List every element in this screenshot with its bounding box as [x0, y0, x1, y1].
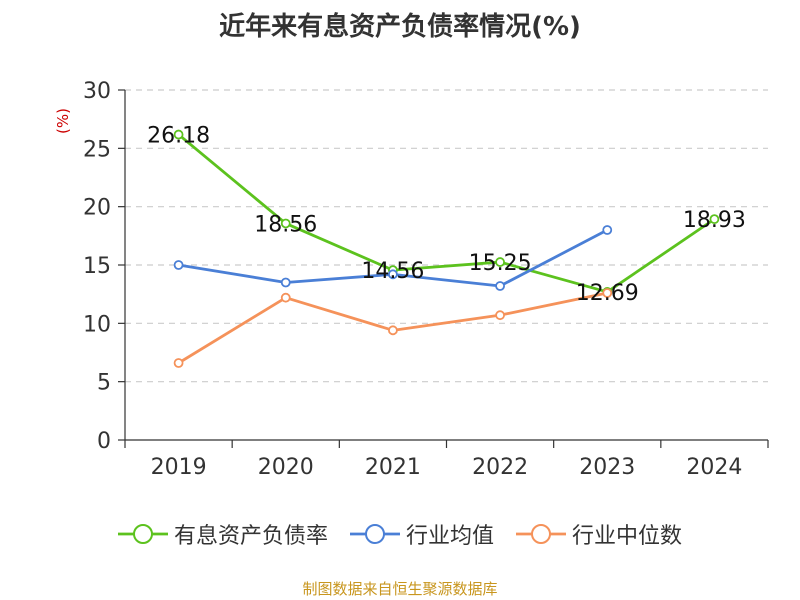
- data-point: [709, 214, 720, 225]
- data-point: [602, 225, 613, 235]
- legend-marker-icon: [117, 524, 168, 544]
- y-tick-label: 25: [83, 137, 111, 162]
- x-tick-label: 2019: [151, 455, 207, 480]
- y-tick-label: 30: [83, 79, 111, 104]
- chart-title: 近年来有息资产负债率情况(%): [219, 12, 581, 42]
- data-label: 15.25: [469, 251, 532, 276]
- y-tick-label: 10: [83, 312, 111, 337]
- data-point: [280, 218, 291, 229]
- legend-label: 有息资产负债率: [173, 524, 328, 549]
- data-label: 18.93: [683, 208, 746, 233]
- legend-item[interactable]: 行业中位数: [516, 518, 682, 550]
- legend-marker-icon: [516, 524, 566, 544]
- x-tick-label: 2021: [365, 455, 421, 480]
- data-point: [495, 257, 505, 267]
- data-point: [173, 358, 184, 368]
- data-point: [388, 269, 398, 280]
- data-point: [280, 292, 291, 303]
- legend-label: 行业均值: [405, 524, 494, 549]
- data-label: 26.18: [147, 124, 210, 149]
- axes: 0 5 10 15 20 25 30 2019 2020 2021 2022 2023 2024: [83, 79, 769, 480]
- series-lines: [173, 129, 720, 368]
- series-3: [173, 288, 613, 368]
- x-tick-label: 2023: [579, 455, 635, 480]
- data-point: [495, 310, 505, 321]
- y-tick-label: 0: [97, 429, 111, 454]
- legend-marker-icon: [349, 524, 400, 544]
- series-2: [173, 225, 613, 291]
- x-tick-label: 2020: [258, 455, 314, 480]
- data-point: [388, 325, 398, 336]
- legend: 有息资产负债率 行业均值 行业中位数: [0, 518, 800, 550]
- x-tick-label: 2024: [686, 455, 742, 480]
- data-point: [602, 288, 613, 298]
- y-tick-label: 20: [83, 196, 111, 221]
- source-note: 制图数据来自恒生聚源数据库: [302, 580, 498, 598]
- legend-item[interactable]: 有息资产负债率: [117, 518, 328, 550]
- data-label: 12.69: [576, 281, 639, 306]
- legend-item[interactable]: 行业均值: [349, 518, 494, 550]
- data-label: 18.56: [254, 212, 317, 237]
- data-point: [173, 260, 184, 270]
- data-labels: 26.18 18.56 14.56 15.25 12.69 18.93: [147, 124, 746, 306]
- data-point: [495, 281, 505, 291]
- y-tick-label: 15: [83, 254, 111, 279]
- series-line: [177, 133, 716, 294]
- legend-label: 行业中位数: [572, 524, 683, 549]
- x-tick-label: 2022: [472, 455, 528, 480]
- y-tick-label: 5: [97, 371, 111, 396]
- data-point: [173, 129, 184, 140]
- data-point: [280, 277, 291, 288]
- data-label: 14.56: [361, 259, 424, 284]
